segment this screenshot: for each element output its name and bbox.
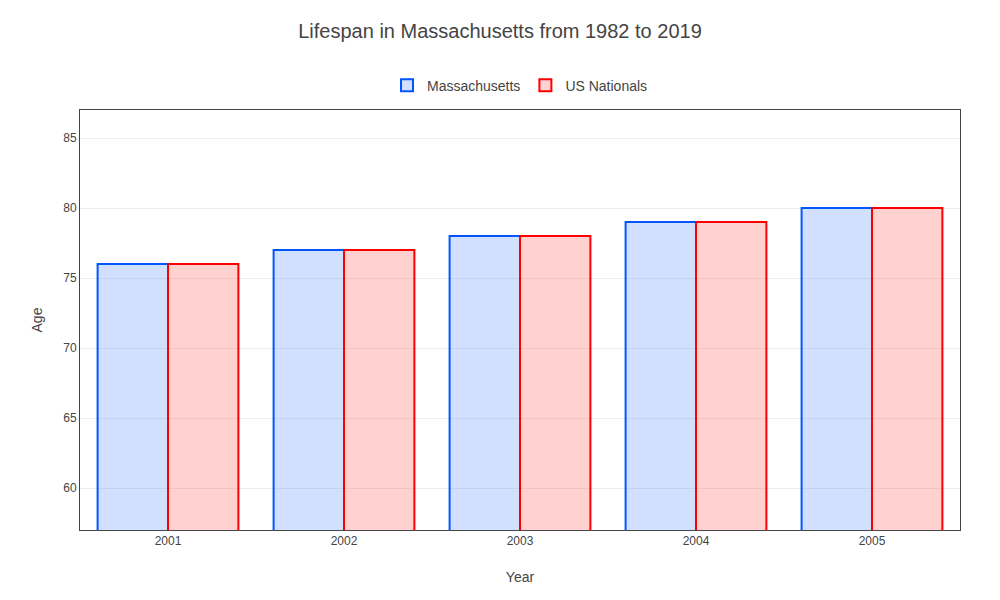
svg-text:2005: 2005 (859, 534, 886, 548)
svg-text:80: 80 (63, 201, 77, 215)
svg-text:US Nationals: US Nationals (565, 78, 647, 94)
svg-text:75: 75 (63, 271, 77, 285)
svg-text:85: 85 (63, 131, 77, 145)
svg-text:Lifespan in Massachusetts from: Lifespan in Massachusetts from 1982 to 2… (298, 20, 702, 42)
svg-text:Year: Year (506, 569, 535, 585)
svg-text:65: 65 (63, 411, 77, 425)
svg-text:2003: 2003 (507, 534, 534, 548)
svg-text:2001: 2001 (155, 534, 182, 548)
svg-text:Massachusetts: Massachusetts (427, 78, 520, 94)
svg-text:2002: 2002 (331, 534, 358, 548)
svg-text:2004: 2004 (683, 534, 710, 548)
svg-text:70: 70 (63, 341, 77, 355)
svg-text:Age: Age (29, 307, 45, 332)
svg-text:60: 60 (63, 481, 77, 495)
